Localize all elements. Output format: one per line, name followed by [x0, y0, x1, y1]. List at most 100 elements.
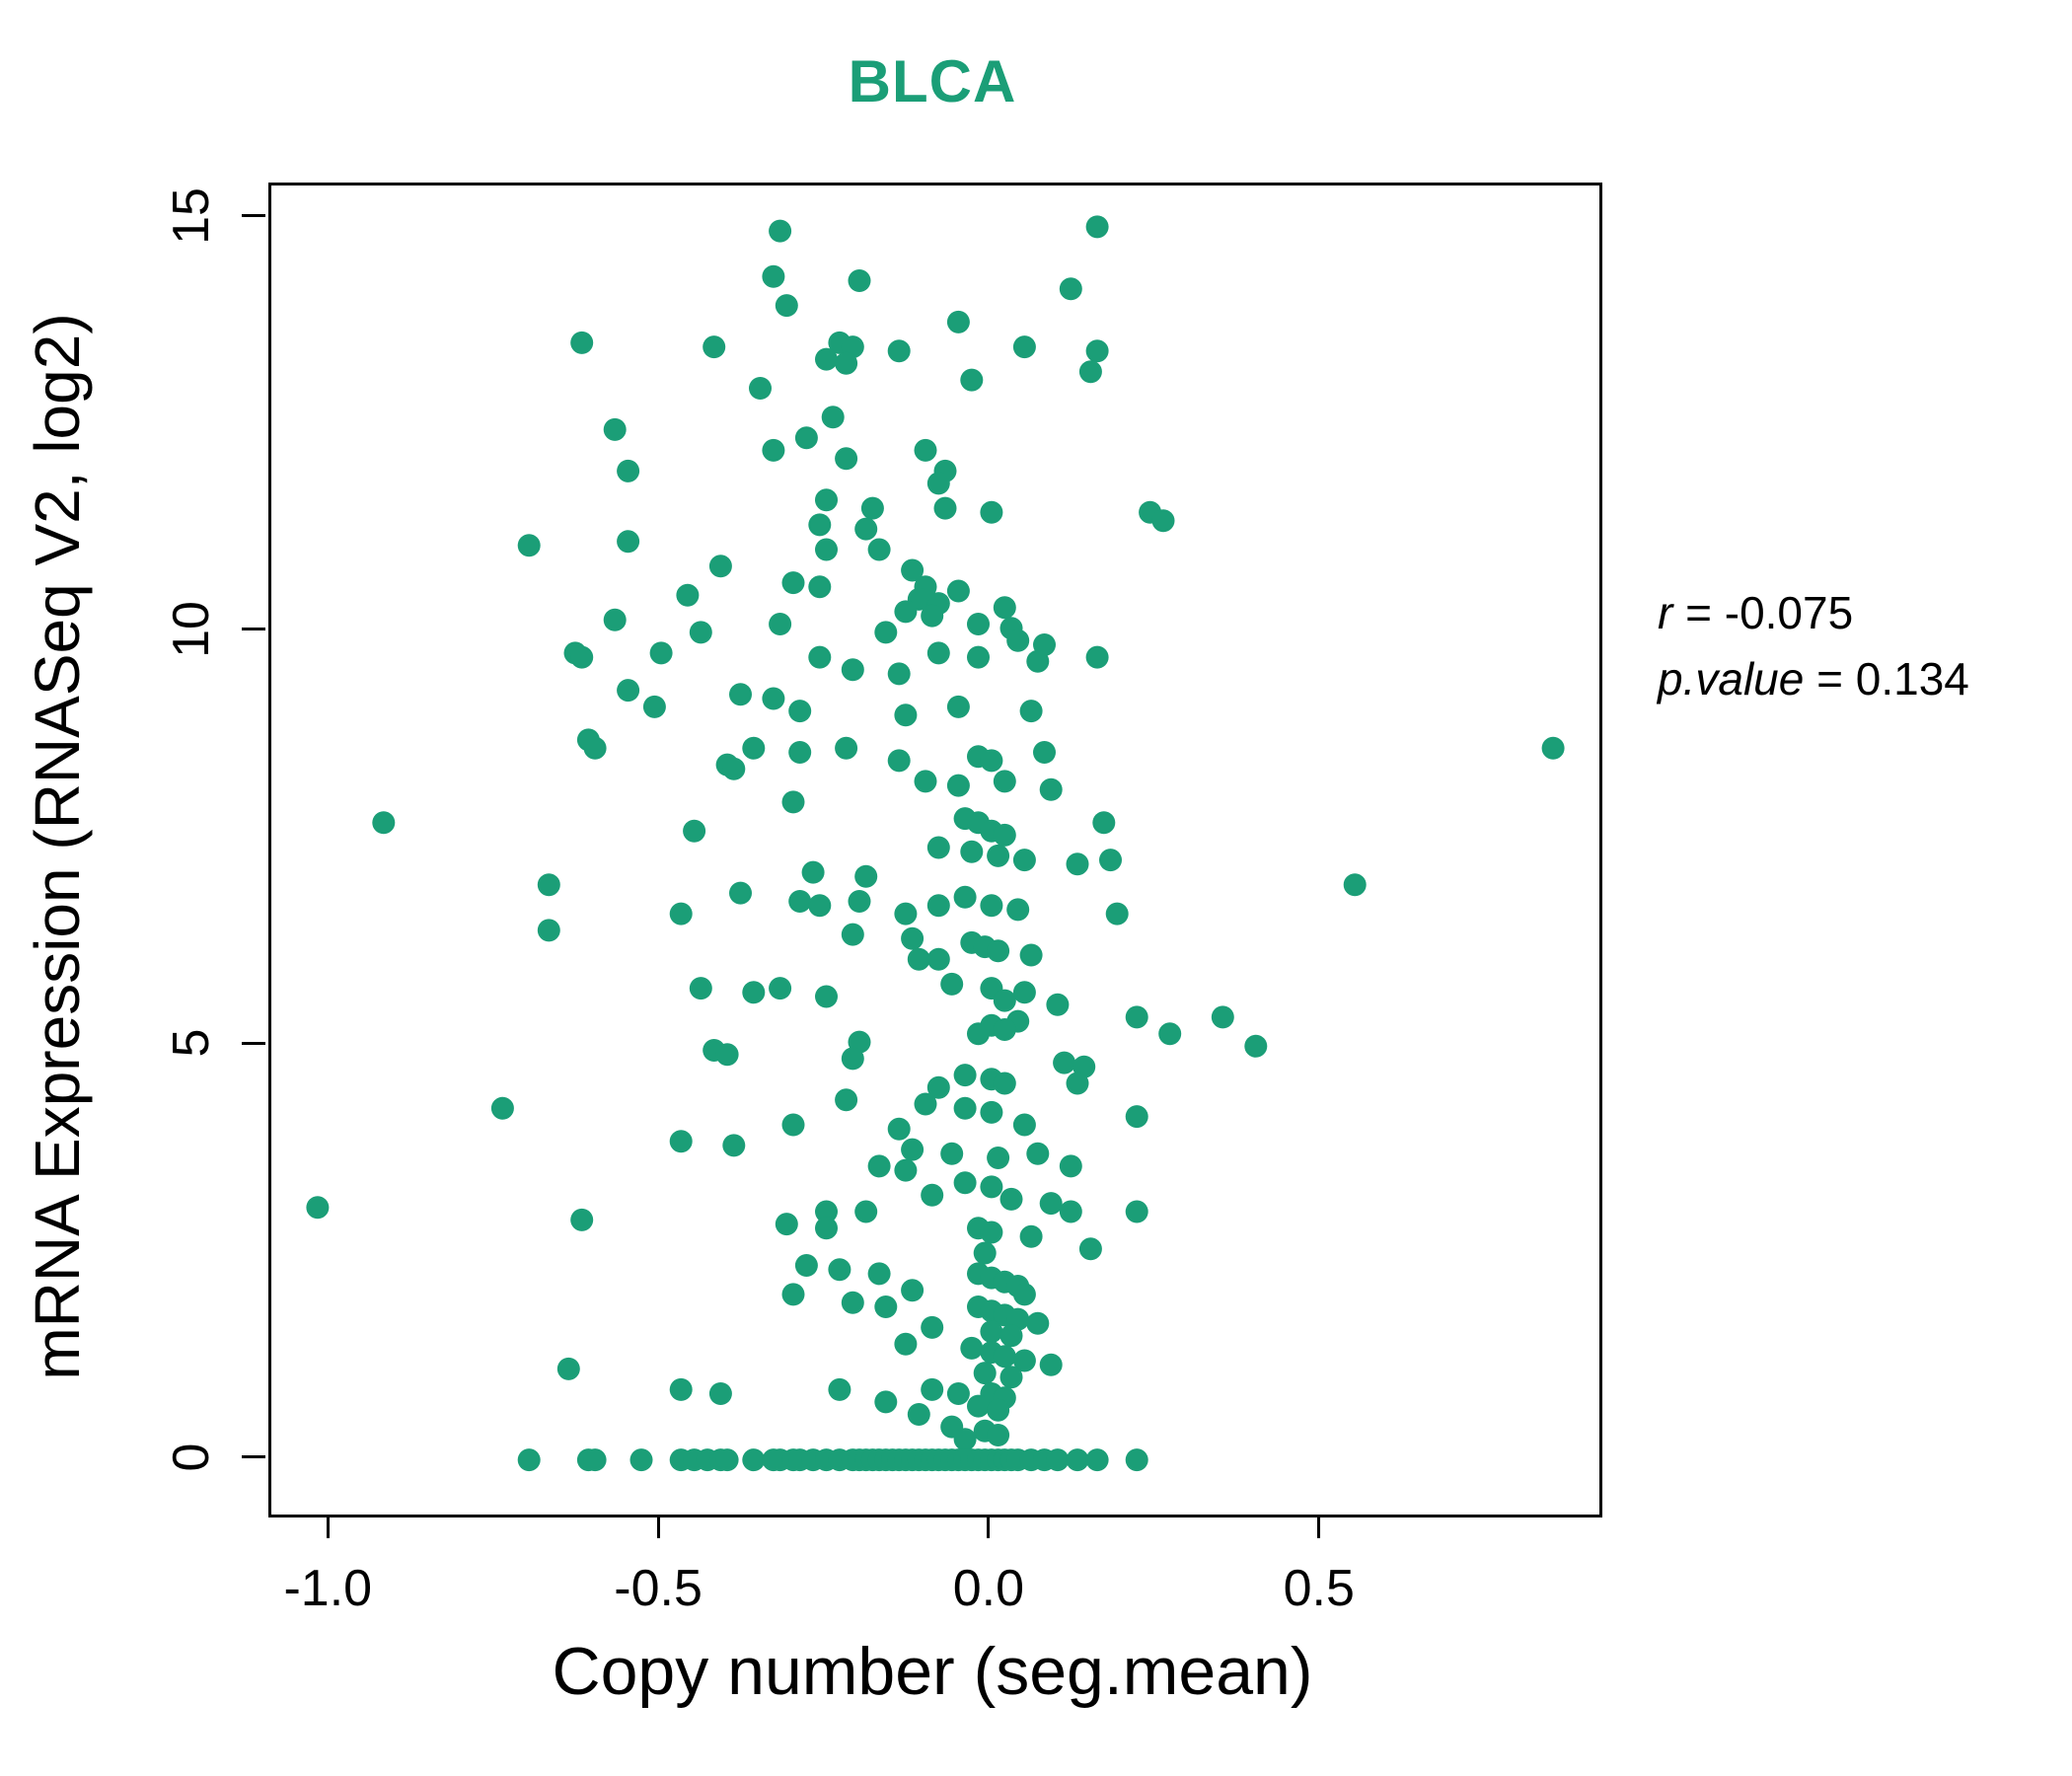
data-point: [980, 1100, 1003, 1124]
data-point: [993, 1072, 1016, 1095]
data-point: [1046, 1448, 1070, 1472]
data-point: [926, 1075, 950, 1099]
data-point: [1078, 1237, 1102, 1261]
data-point: [1066, 852, 1089, 876]
data-point: [689, 621, 712, 644]
data-point: [874, 621, 898, 644]
data-point: [742, 981, 766, 1004]
data-point: [815, 347, 838, 371]
y-axis-tick: [242, 1041, 265, 1045]
scatter-points-canvas: [306, 215, 1565, 1472]
data-point: [960, 1336, 984, 1360]
data-point: [987, 1398, 1010, 1422]
data-point: [993, 1018, 1016, 1041]
data-point: [921, 604, 944, 628]
data-point: [999, 1324, 1023, 1348]
data-point: [794, 1254, 818, 1277]
data-point: [1026, 1311, 1050, 1335]
data-point: [769, 219, 792, 243]
y-tick-label: 10: [163, 600, 220, 658]
data-point: [993, 596, 1016, 620]
data-point: [894, 600, 918, 624]
data-point: [887, 662, 911, 686]
data-point: [953, 1171, 977, 1195]
data-point: [781, 571, 805, 595]
data-point: [980, 894, 1003, 918]
data-point: [953, 1064, 977, 1087]
data-point: [669, 1377, 693, 1401]
data-point: [1019, 943, 1043, 967]
data-point: [894, 1158, 918, 1182]
data-point: [1039, 1353, 1063, 1376]
data-point: [980, 1175, 1003, 1199]
data-point: [854, 517, 878, 541]
data-point: [867, 1154, 891, 1178]
data-point: [583, 736, 607, 760]
data-point: [926, 641, 950, 665]
data-point: [775, 294, 798, 318]
data-point: [1019, 700, 1043, 723]
data-point: [603, 608, 627, 631]
data-point: [722, 757, 746, 780]
data-point: [676, 583, 700, 607]
data-point: [1078, 360, 1102, 384]
data-point: [993, 1345, 1016, 1369]
data-point: [775, 1213, 798, 1236]
data-point: [967, 1022, 990, 1046]
data-point: [987, 844, 1010, 867]
data-point: [946, 695, 970, 718]
data-point: [1151, 509, 1175, 533]
x-axis-label: Copy number (seg.mean): [552, 1634, 1313, 1709]
data-point: [683, 819, 706, 843]
data-point: [708, 555, 732, 578]
data-point: [887, 1117, 911, 1141]
data-point: [841, 923, 864, 946]
x-tick-label: -0.5: [614, 1560, 703, 1617]
data-point: [980, 1221, 1003, 1244]
data-point: [1099, 849, 1122, 872]
y-tick-label: 5: [163, 1028, 220, 1058]
data-point: [933, 496, 957, 520]
data-point: [729, 683, 752, 706]
y-axis-tick: [242, 628, 265, 631]
data-point: [894, 1332, 918, 1356]
data-point: [1059, 277, 1082, 301]
data-point: [1211, 1005, 1234, 1029]
y-axis-label: mRNA Expression (RNASeq V2, log2): [22, 313, 93, 1380]
data-point: [1541, 736, 1565, 760]
data-point: [901, 558, 925, 582]
data-point: [921, 1315, 944, 1339]
data-point: [953, 885, 977, 909]
data-point: [808, 894, 832, 918]
data-point: [848, 890, 871, 913]
p-stat-line: p.value = 0.134: [1658, 646, 1969, 712]
data-point: [867, 538, 891, 561]
correlation-stats: r = -0.075 p.value = 0.134: [1658, 580, 1969, 711]
data-point: [570, 331, 594, 354]
data-point: [1158, 1022, 1182, 1046]
data-point: [1125, 1200, 1148, 1223]
data-point: [742, 1448, 766, 1472]
data-point: [570, 645, 594, 669]
data-point: [940, 1142, 964, 1165]
data-point: [1012, 335, 1036, 359]
data-point: [1092, 811, 1116, 835]
x-tick-label: 0.5: [1283, 1560, 1355, 1617]
data-point: [708, 1382, 732, 1405]
data-point: [926, 836, 950, 859]
data-point: [841, 658, 864, 682]
y-tick-label: 0: [163, 1443, 220, 1472]
data-point: [815, 538, 838, 561]
data-point: [815, 1200, 838, 1223]
data-point: [788, 700, 812, 723]
data-point: [967, 1394, 990, 1418]
data-point: [617, 679, 640, 703]
data-point: [921, 1377, 944, 1401]
data-point: [649, 641, 673, 665]
data-point: [583, 1448, 607, 1472]
data-point: [980, 500, 1003, 524]
data-point: [999, 1187, 1023, 1211]
data-point: [1012, 1113, 1036, 1137]
data-point: [729, 881, 752, 905]
data-point: [967, 645, 990, 669]
